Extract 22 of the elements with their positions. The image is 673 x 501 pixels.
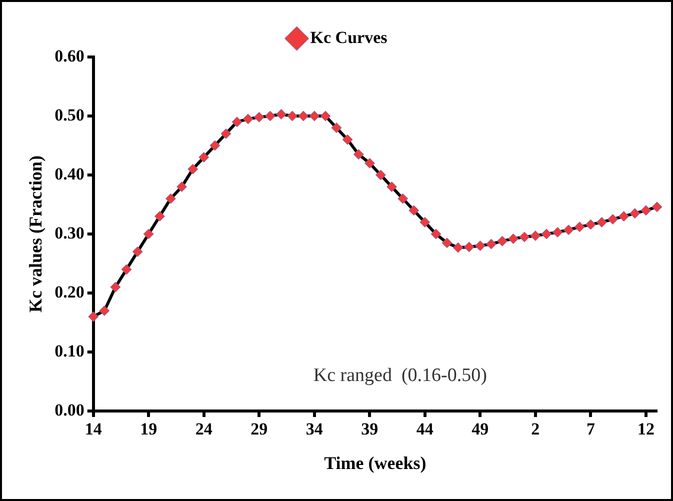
x-tick-label: 14: [84, 420, 102, 439]
x-axis-title: Time (weeks): [324, 452, 426, 473]
y-tick-label: 0.60: [54, 46, 84, 66]
x-tick-label: 49: [472, 420, 489, 439]
x-tick-label: 29: [250, 420, 268, 439]
y-tick-label: 0.00: [54, 400, 84, 420]
x-tick-label: 12: [637, 420, 654, 439]
y-tick-label: 0.20: [54, 282, 84, 302]
y-tick-label: 0.10: [54, 341, 84, 360]
x-tick-label: 34: [306, 420, 324, 439]
y-tick-label: 0.40: [54, 164, 84, 184]
annotation: Kc ranged (0.16-0.50): [313, 364, 487, 386]
y-tick-label: 0.50: [54, 105, 84, 124]
x-tick-label: 19: [140, 420, 158, 439]
legend-label: Kc Curves: [310, 28, 388, 47]
x-tick-label: 24: [195, 420, 213, 439]
y-axis-title: Kc values (Fraction): [25, 156, 46, 312]
x-tick-label: 39: [361, 420, 378, 439]
x-tick-label: 7: [586, 420, 596, 439]
x-tick-label: 44: [416, 420, 434, 439]
x-tick-label: 2: [531, 420, 540, 439]
y-tick-label: 0.30: [54, 223, 84, 242]
